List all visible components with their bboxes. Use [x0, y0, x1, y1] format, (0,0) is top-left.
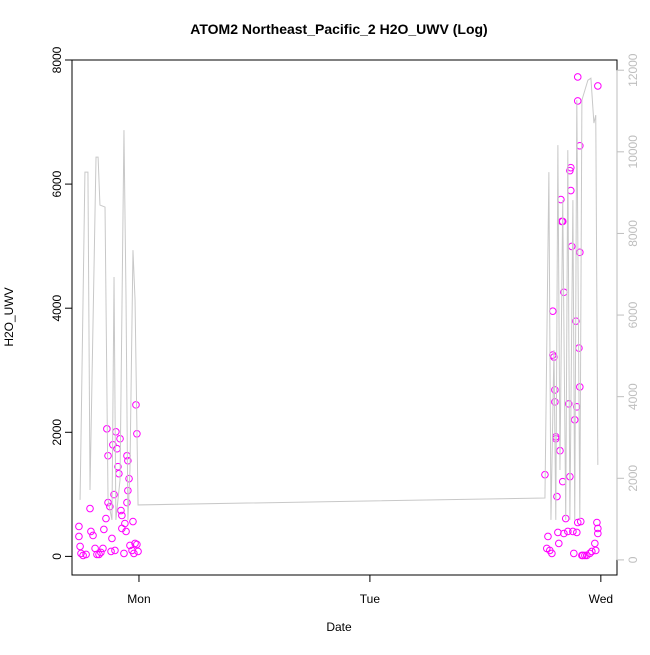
- x-tick-label: Tue: [360, 592, 381, 606]
- scatter-point: [576, 383, 584, 391]
- scatter-point: [585, 549, 594, 558]
- scatter-point: [570, 549, 578, 558]
- scatter-point: [112, 427, 120, 436]
- scatter-point: [82, 550, 90, 559]
- y2-tick-label: 4000: [626, 383, 640, 410]
- scatter-point: [75, 522, 83, 531]
- scatter-point: [95, 550, 103, 559]
- y2-tick-label: 10000: [626, 135, 640, 169]
- scatter-point: [573, 97, 582, 105]
- scatter-point: [100, 525, 108, 534]
- scatter-point: [107, 547, 115, 556]
- scatter-point: [593, 518, 601, 527]
- scatter-point: [132, 401, 140, 409]
- scatter-point: [121, 519, 129, 528]
- scatter-point: [115, 469, 123, 478]
- scatter-point: [594, 529, 602, 538]
- scatter-point: [113, 444, 121, 453]
- y2-tick-label: 2000: [626, 465, 640, 492]
- scatter-point: [130, 549, 138, 558]
- y-tick-label: 0: [50, 553, 64, 560]
- scatter-point: [573, 528, 581, 537]
- scatter-point: [591, 546, 600, 555]
- scatter-point: [120, 549, 128, 558]
- scatter-point: [573, 73, 582, 81]
- scatter-point: [129, 517, 137, 526]
- scatter-point: [87, 527, 95, 536]
- y2-tick-label: 0: [626, 556, 640, 563]
- scatter-point: [86, 504, 94, 513]
- scatter-point: [554, 528, 562, 537]
- scatter-point: [77, 549, 85, 558]
- scatter-point: [555, 539, 563, 548]
- scatter-point: [114, 462, 122, 471]
- y-tick-label: 4000: [50, 295, 64, 322]
- scatter-point: [548, 549, 556, 558]
- scatter-point: [75, 532, 83, 541]
- scatter-point: [93, 550, 101, 559]
- scatter-point: [89, 531, 97, 540]
- scatter-point: [118, 511, 126, 520]
- scatter-point: [549, 307, 557, 315]
- line-series: [79, 77, 599, 521]
- y-tick-label: 6000: [50, 170, 64, 197]
- scatter-point: [133, 540, 141, 549]
- y-axis-label: H2O_UWV: [2, 287, 16, 346]
- scatter-point: [579, 551, 587, 560]
- scatter-point: [594, 82, 602, 90]
- y2-tick-label: 6000: [626, 301, 640, 328]
- scatter-point: [591, 539, 599, 548]
- scatter-point: [594, 524, 602, 533]
- scatter-point: [544, 532, 552, 541]
- scatter-point: [566, 166, 574, 175]
- scatter-point: [117, 506, 125, 515]
- y2-tick-label: 8000: [626, 220, 640, 247]
- scatter-point: [102, 514, 110, 523]
- scatter-point: [560, 529, 568, 538]
- scatter-point: [131, 539, 139, 548]
- y-tick-label: 8000: [50, 46, 64, 73]
- scatter-point: [108, 534, 116, 543]
- y-tick-label: 2000: [50, 419, 64, 446]
- scatter-point: [111, 546, 119, 555]
- scatter-point: [76, 542, 84, 551]
- scatter-point: [97, 548, 105, 557]
- scatter-point: [110, 490, 118, 499]
- x-tick-label: Mon: [127, 592, 150, 606]
- y2-tick-label: 12000: [626, 53, 640, 87]
- scatter-point: [134, 547, 142, 556]
- scatter-point: [553, 492, 561, 501]
- scatter-point: [99, 544, 107, 553]
- scatter-point: [567, 242, 576, 251]
- x-axis-label: Date: [326, 620, 352, 634]
- scatter-point: [569, 527, 577, 536]
- scatter-point: [576, 517, 585, 526]
- x-tick-label: Wed: [589, 592, 613, 606]
- scatter-point: [123, 498, 131, 507]
- scatter-point: [118, 524, 126, 533]
- scatter-point: [564, 527, 572, 536]
- chart-title: ATOM2 Northeast_Pacific_2 H2O_UWV (Log): [190, 21, 487, 37]
- scatter-point: [588, 547, 596, 556]
